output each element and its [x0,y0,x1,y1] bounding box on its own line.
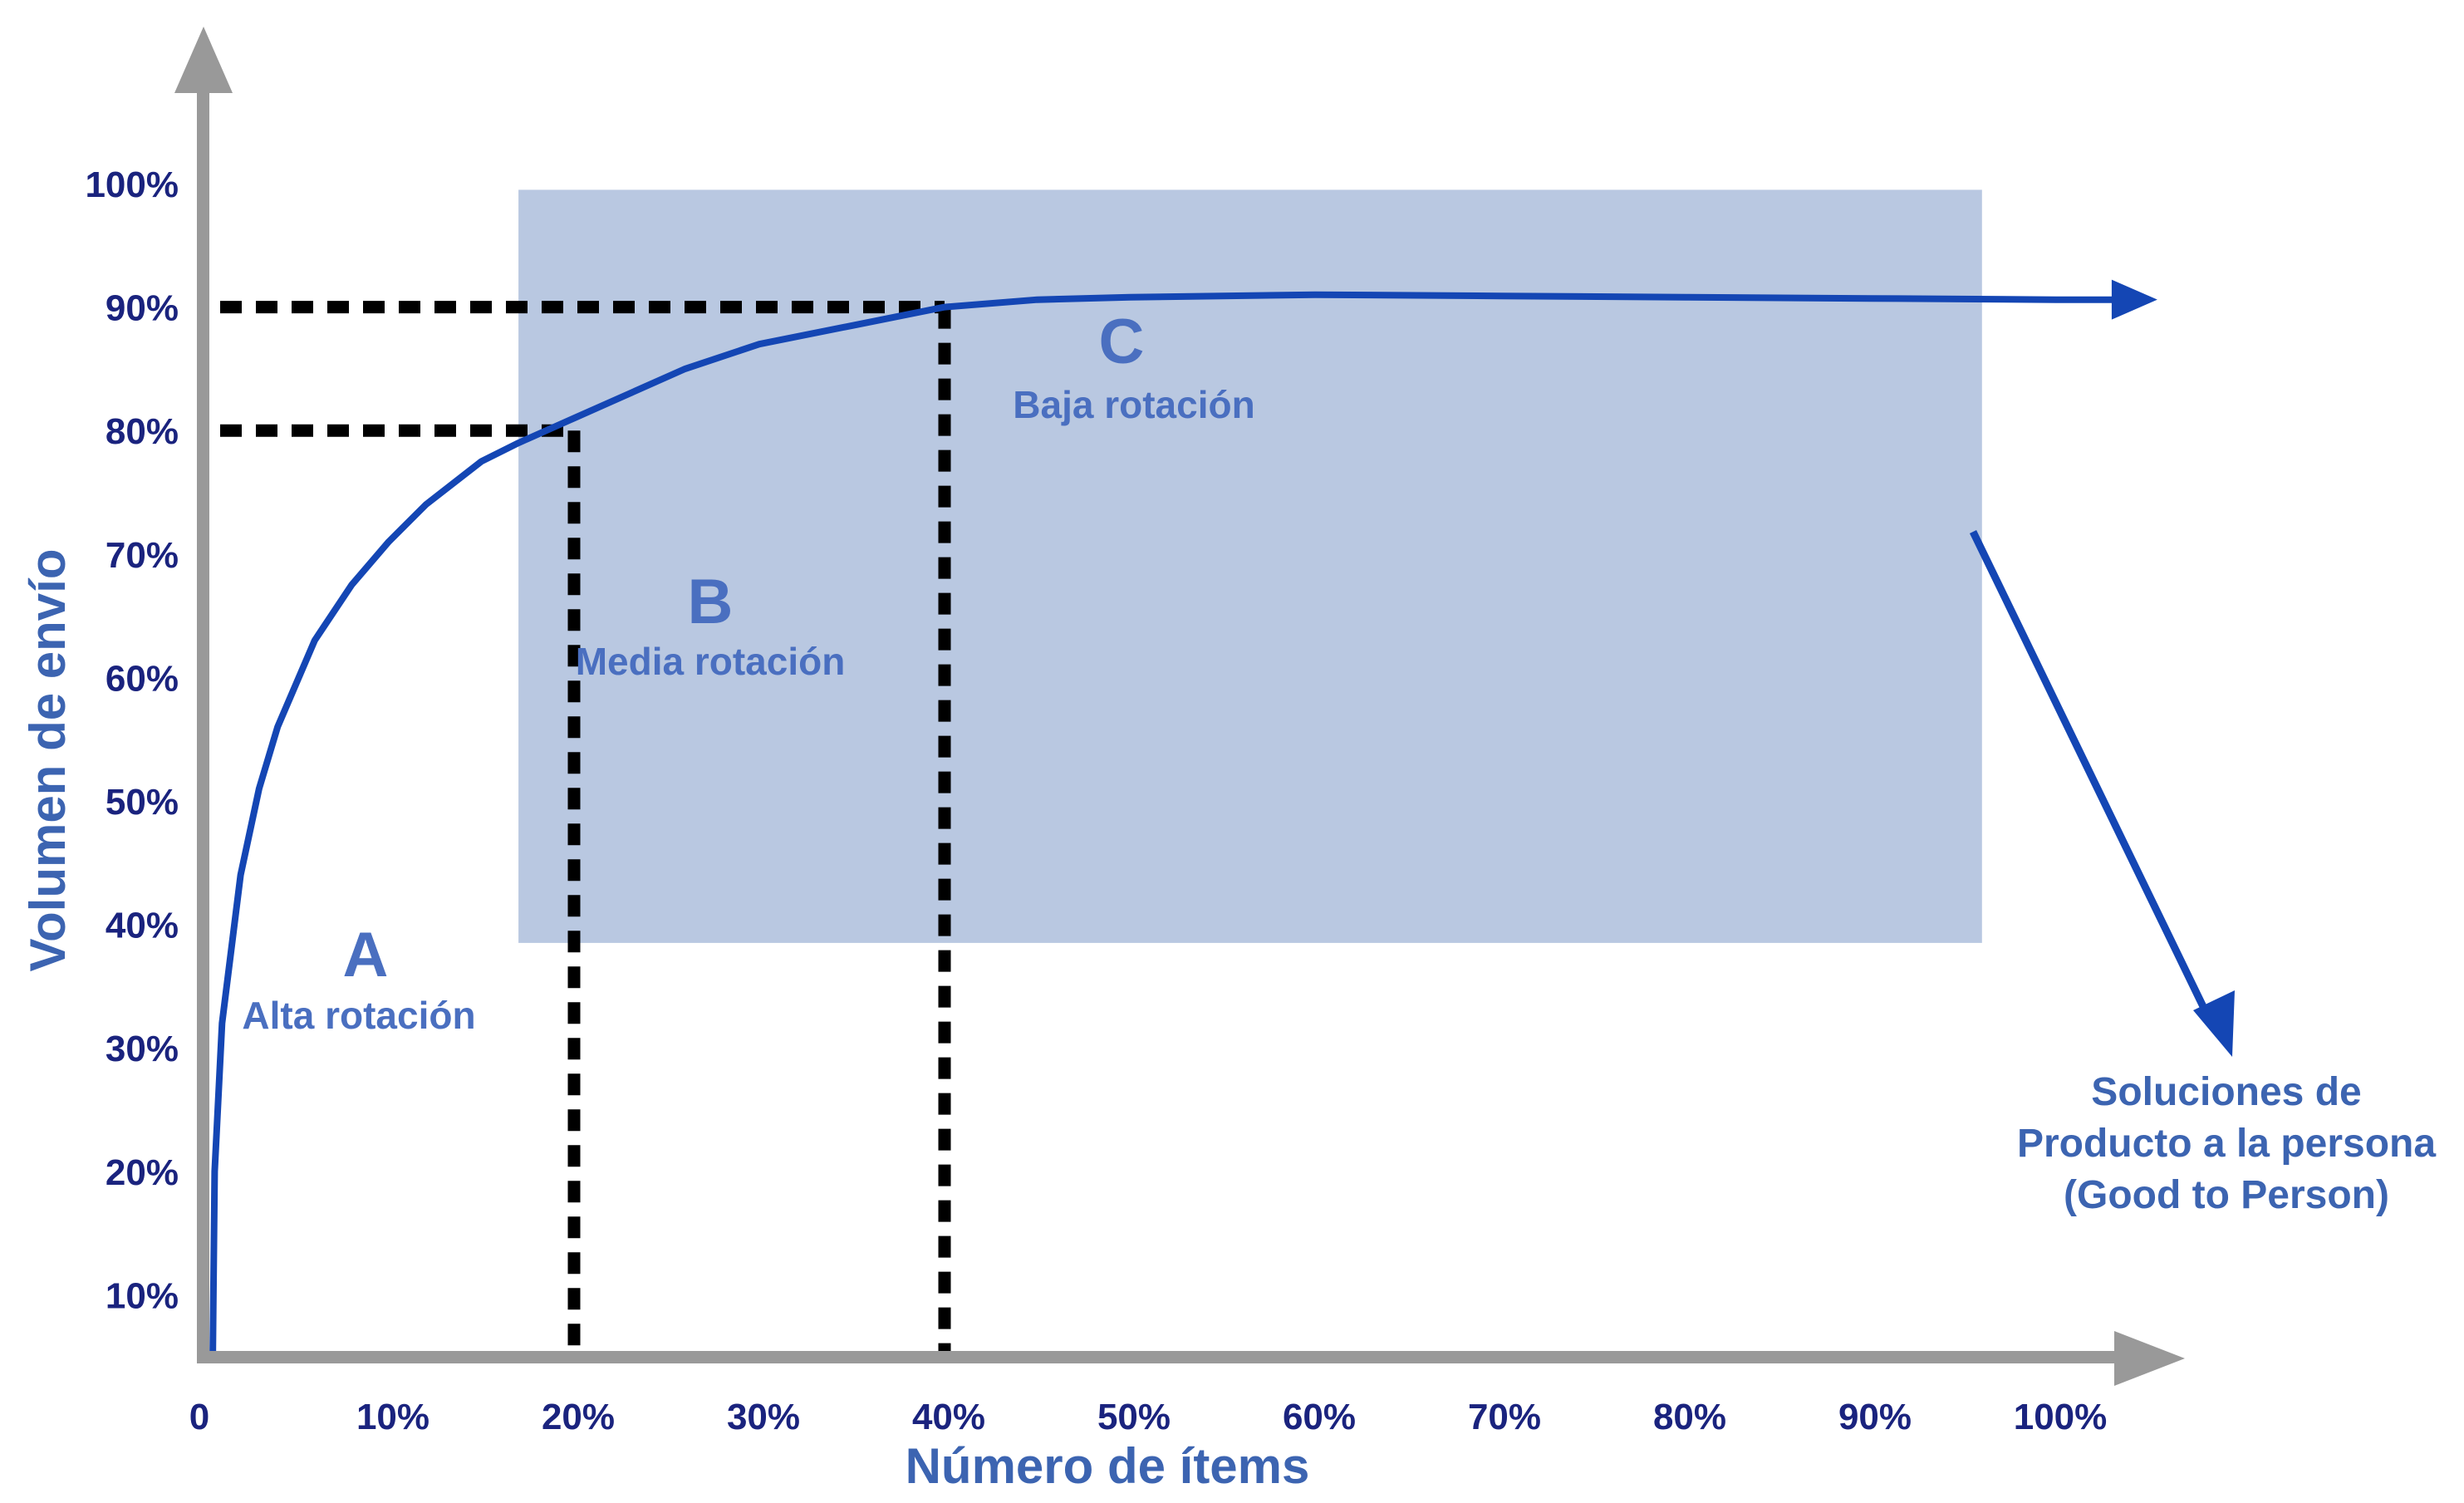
zone-c-label: Baja rotación [1013,383,1254,426]
shaded-region [518,189,1982,943]
zone-c-letter: C [1099,307,1145,377]
x-tick-label: 30% [727,1397,800,1437]
zone-a-label: Alta rotación [242,994,475,1037]
y-tick-label: 60% [106,658,179,699]
y-tick-label: 90% [106,288,179,329]
x-tick-label: 10% [356,1397,429,1437]
x-axis-title: Número de ítems [906,1438,1310,1494]
y-tick-label: 100% [85,165,179,205]
reference-lines [220,301,951,1351]
x-tick-label: 90% [1838,1397,1912,1437]
x-axis-arrowhead [2114,1331,2185,1386]
y-tick-label: 40% [106,906,179,946]
callout-line-2: Producto a la persona [2017,1122,2436,1166]
x-tick-label: 20% [542,1397,615,1437]
curve-arrowhead [2111,279,2157,320]
x-tick-label: 80% [1653,1397,1726,1437]
x-tick-labels: 0 10% 20% 30% 40% 50% 60% 70% 80% 90% 100% [189,1397,2108,1437]
y-tick-label: 30% [106,1029,179,1069]
callout-line-1: Soluciones de [2091,1070,2361,1114]
curve-line [209,291,2115,1360]
y-tick-label: 10% [106,1275,179,1316]
x-tick-label: 0 [189,1397,209,1437]
x-tick-label: 100% [2014,1397,2108,1437]
y-axis-title: Volumen de envío [20,549,76,972]
zone-b-letter: B [688,567,734,637]
y-tick-label: 50% [106,782,179,823]
x-tick-label: 50% [1097,1397,1171,1437]
callout-line-3: (Good to Person) [2064,1173,2389,1217]
callout-arrow-line [1969,530,2214,1022]
x-tick-label: 60% [1283,1397,1356,1437]
zone-a-letter: A [343,920,389,990]
y-axis-arrowhead [174,27,233,93]
zone-b-label: Media rotación [576,640,846,683]
y-tick-label: 70% [106,535,179,576]
x-tick-label: 70% [1468,1397,1541,1437]
callout-arrowhead [2193,990,2235,1057]
y-tick-label: 20% [106,1152,179,1193]
y-tick-label: 80% [106,411,179,452]
x-axis-line [197,1351,2135,1363]
y-axis-line [197,79,209,1363]
y-tick-labels: 10% 20% 30% 40% 50% 60% 70% 80% 90% 100% [85,165,179,1316]
x-tick-label: 40% [912,1397,985,1437]
